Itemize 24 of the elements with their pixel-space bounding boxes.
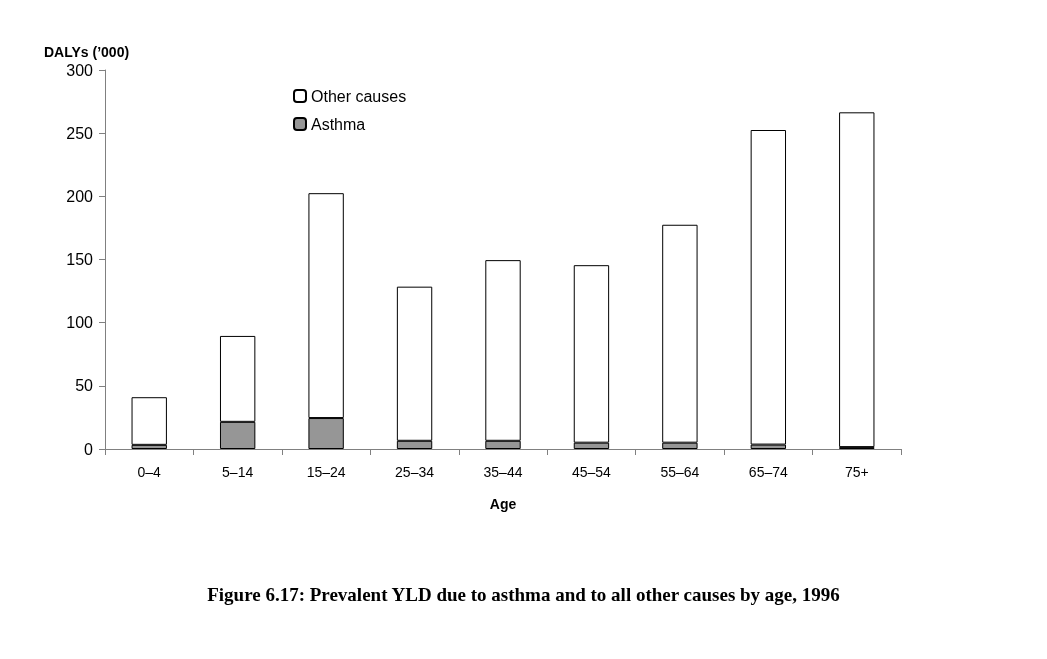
- y-tick-label: 0: [84, 440, 94, 458]
- bar: [839, 112, 875, 448]
- legend-label: Asthma: [311, 115, 366, 133]
- bar: [131, 397, 167, 445]
- x-tick-label: 65–74: [748, 464, 789, 480]
- y-tick-label: 250: [66, 124, 94, 142]
- bar: [750, 130, 787, 445]
- x-tick-label: 45–54: [571, 464, 612, 480]
- x-axis-title: Age: [489, 496, 517, 512]
- y-tick-label: 100: [66, 314, 94, 332]
- x-tick-label: 15–24: [306, 464, 346, 480]
- y-tick-label: 150: [66, 251, 94, 268]
- y-tick-label: 200: [66, 187, 94, 205]
- y-tick-label: 50: [75, 377, 94, 395]
- x-tick-label: 55–64: [660, 464, 700, 480]
- text: Figure 6.17: Prevalent YLD due to asthma and to all other causes by age, 1996: [207, 584, 840, 605]
- y-tick-label: 300: [66, 61, 94, 79]
- x-tick-label: 75+: [844, 464, 869, 480]
- y-axis-title: DALYs (’000): [44, 44, 130, 60]
- x-tick-label: 0–4: [137, 464, 162, 480]
- legend-label: Other causes: [311, 87, 407, 105]
- x-tick-label: 25–34: [395, 464, 435, 480]
- x-tick-label: 5–14: [222, 464, 254, 480]
- x-tick-label: 35–44: [483, 464, 523, 480]
